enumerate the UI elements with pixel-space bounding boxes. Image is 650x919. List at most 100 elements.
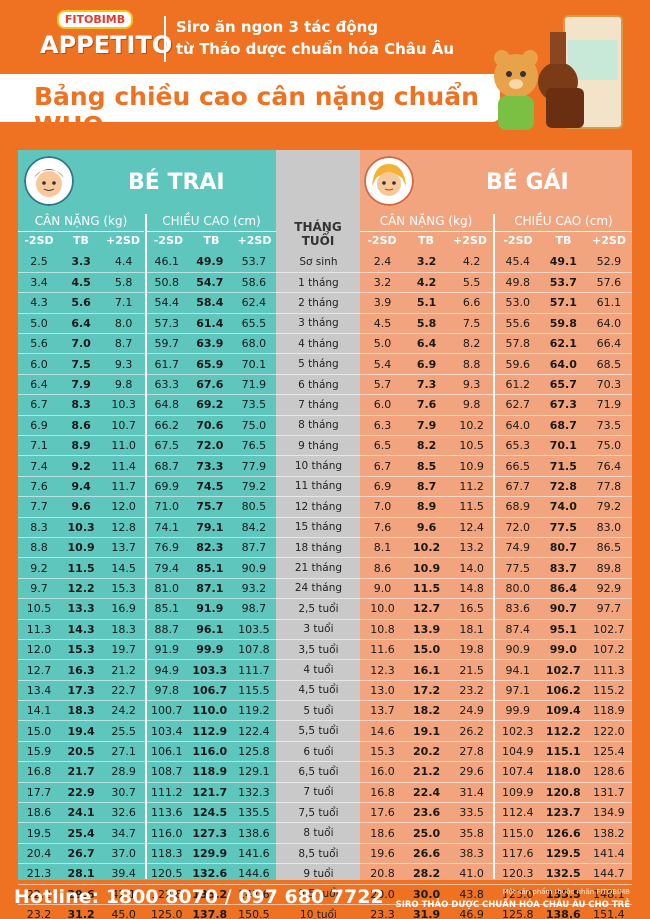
value-cell: 67.7	[494, 476, 541, 498]
value-cell: 73.3	[188, 455, 232, 477]
brand-logo: FITOBIMB APPETITO	[40, 8, 172, 66]
value-cell: 25.0	[404, 822, 449, 844]
value-cell: 12.8	[102, 517, 146, 538]
value-cell: 111.3	[585, 659, 632, 681]
value-cell: 99.0	[540, 639, 586, 661]
value-cell: 69.9	[145, 476, 189, 498]
age-cell: 6 tháng	[276, 374, 361, 396]
value-cell: 80.7	[540, 537, 586, 559]
value-cell: 135.5	[231, 802, 277, 824]
table-row: 22.2 29.6 42.1 122.8 135.2 147.6 9,5 tuổi 20.0 3…	[18, 884, 632, 906]
value-cell: 6.0	[18, 353, 61, 375]
value-cell: 12.0	[18, 639, 61, 661]
value-cell: 6.7	[18, 394, 61, 416]
value-cell: 81.0	[145, 578, 189, 600]
value-cell: 49.8	[494, 272, 541, 294]
value-cell: 29.6	[60, 884, 103, 906]
value-cell: 7.5	[60, 353, 103, 375]
value-cell: 10.7	[102, 415, 146, 437]
value-cell: 126.6	[540, 822, 586, 844]
value-cell: 94.1	[494, 659, 541, 681]
value-cell: 125.4	[585, 741, 632, 763]
age-cell: 4 tháng	[276, 333, 361, 355]
value-cell: 12.3	[360, 659, 405, 681]
value-cell: 110.0	[188, 700, 232, 722]
value-cell: 80.5	[231, 496, 277, 518]
value-cell: 74.1	[145, 517, 189, 538]
value-cell: 3.9	[360, 292, 405, 314]
value-cell: 26.7	[60, 843, 103, 865]
value-cell: 13.7	[360, 700, 405, 722]
value-cell: 26.6	[404, 843, 449, 865]
value-cell: 9.8	[448, 394, 495, 416]
value-cell: 12.2	[60, 578, 103, 600]
value-cell: 7.9	[404, 415, 449, 437]
table-row: 23.2 31.2 45.0 125.0 137.8 150.5 10 tuổi 23.3 31…	[18, 904, 632, 919]
age-cell: 15 tháng	[276, 517, 361, 538]
value-cell: 10.3	[102, 394, 146, 416]
value-cell: 19.7	[102, 639, 146, 661]
age-cell: 3 tháng	[276, 313, 361, 335]
value-cell: 23.3	[360, 904, 405, 919]
value-cell: 64.0	[585, 313, 632, 335]
value-cell: 15.3	[60, 639, 103, 661]
value-cell: 79.2	[585, 496, 632, 518]
value-cell: 68.7	[540, 415, 586, 437]
value-cell: 83.6	[494, 598, 541, 620]
table-row: 7.1 8.9 11.0 67.5 72.0 76.5 9 tháng 6.5 8.2 10.5 6…	[18, 435, 632, 457]
value-cell: 74.5	[188, 476, 232, 498]
value-cell: 35.8	[448, 822, 495, 844]
value-cell: 116.0	[188, 741, 232, 763]
value-cell: 59.8	[540, 313, 586, 335]
value-cell: 11.5	[404, 578, 449, 600]
value-cell: 7.6	[18, 476, 61, 498]
age-cell: 7,5 tuổi	[276, 802, 361, 824]
value-cell: 90.9	[494, 639, 541, 661]
value-cell: 6.4	[404, 333, 449, 355]
table-row: 10.5 13.3 16.9 85.1 91.9 98.7 2,5 tuổi 10.0 12.7…	[18, 598, 632, 620]
value-cell: 9.6	[60, 496, 103, 518]
value-cell: 29.6	[448, 761, 495, 783]
value-cell: 109.9	[494, 782, 541, 804]
value-cell: 42.1	[102, 884, 146, 906]
value-cell: 135.2	[188, 884, 232, 906]
value-cell: 21.7	[60, 761, 103, 783]
maker-logo: FITOBIMB	[56, 10, 134, 29]
value-cell: 61.2	[494, 374, 541, 396]
girls-weight-header: CÂN NẶNG (kg)	[360, 214, 492, 232]
age-cell: 5 tuổi	[276, 700, 361, 722]
value-cell: 38.3	[448, 843, 495, 865]
value-cell: 6.9	[18, 415, 61, 437]
value-cell: 12.0	[102, 496, 146, 518]
age-cell: 11 tháng	[276, 476, 361, 498]
value-cell: 8.7	[404, 476, 449, 498]
footer-note: Một sản phẩm thuộc nhãn FITOBIMB	[502, 888, 631, 896]
value-cell: 3.2	[404, 252, 449, 273]
col-header: +2SD	[592, 234, 626, 247]
value-cell: 115.1	[540, 741, 586, 763]
value-cell: 46.1	[145, 252, 189, 273]
value-cell: 18.3	[102, 619, 146, 640]
value-cell: 82.3	[188, 537, 232, 559]
value-cell: 125.8	[494, 904, 541, 919]
value-cell: 88.7	[145, 619, 189, 640]
value-cell: 8.6	[360, 557, 405, 579]
value-cell: 8.1	[360, 537, 405, 559]
value-cell: 3.2	[360, 272, 405, 294]
table-row: 19.5 25.4 34.7 116.0 127.3 138.6 8 tuổi 18.6 25.…	[18, 822, 632, 844]
value-cell: 13.2	[448, 537, 495, 559]
value-cell: 14.0	[448, 557, 495, 579]
value-cell: 9.2	[18, 557, 61, 579]
value-cell: 19.6	[360, 843, 405, 865]
value-cell: 106.1	[145, 741, 189, 763]
value-cell: 7.7	[18, 496, 61, 518]
boys-height-header: CHIỀU CAO (cm)	[147, 214, 276, 232]
value-cell: 141.6	[231, 843, 277, 865]
value-cell: 116.0	[145, 822, 189, 844]
value-cell: 54.4	[145, 292, 189, 314]
value-cell: 10.2	[404, 537, 449, 559]
value-cell: 57.1	[540, 292, 586, 314]
value-cell: 102.7	[540, 659, 586, 681]
value-cell: 120.5	[145, 863, 189, 885]
col-header: TB	[418, 234, 434, 247]
